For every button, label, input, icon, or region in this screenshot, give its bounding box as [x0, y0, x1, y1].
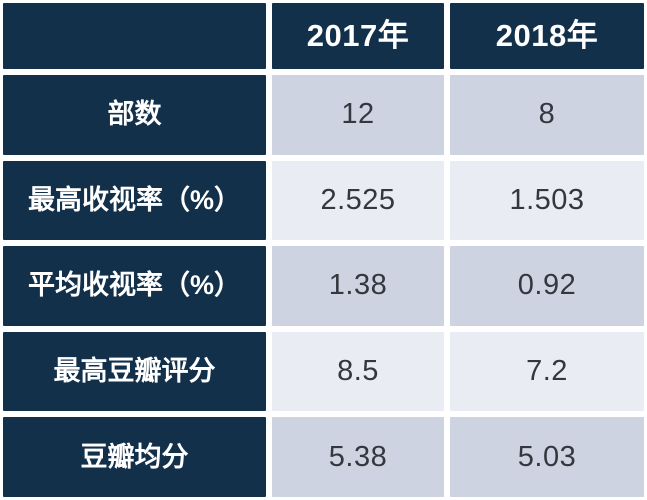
row-label-avg-viewership: 平均收视率（%）	[3, 246, 266, 326]
row-label-max-viewership: 最高收视率（%）	[3, 160, 266, 241]
column-header-2018: 2018年	[450, 3, 644, 69]
value-2017-max-douban: 8.5	[272, 331, 444, 412]
value-2017-max-viewership: 2.525	[272, 160, 444, 241]
row-label-max-douban: 最高豆瓣评分	[3, 331, 266, 412]
value-2018-avg-viewership: 0.92	[450, 246, 644, 326]
value-2018-max-viewership: 1.503	[450, 160, 644, 241]
row-label-avg-douban: 豆瓣均分	[3, 417, 266, 497]
column-header-2017: 2017年	[272, 3, 444, 69]
value-2017-avg-douban: 5.38	[272, 417, 444, 497]
value-2018-count: 8	[450, 75, 644, 155]
corner-cell	[3, 3, 266, 69]
value-2018-avg-douban: 5.03	[450, 417, 644, 497]
value-2017-count: 12	[272, 75, 444, 155]
value-2018-max-douban: 7.2	[450, 331, 644, 412]
value-2017-avg-viewership: 1.38	[272, 246, 444, 326]
row-label-count: 部数	[3, 75, 266, 155]
